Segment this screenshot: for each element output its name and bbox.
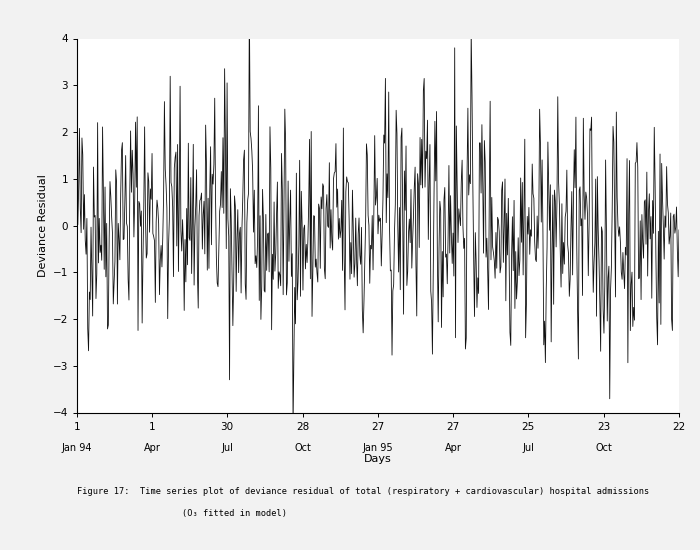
Text: Jul: Jul [522, 443, 534, 453]
Text: Figure 17:  Time series plot of deviance residual of total (respiratory + cardio: Figure 17: Time series plot of deviance … [77, 487, 650, 496]
Text: Jan 94: Jan 94 [62, 443, 92, 453]
Text: Apr: Apr [144, 443, 160, 453]
Text: (O₃ fitted in model): (O₃ fitted in model) [77, 509, 287, 518]
Y-axis label: Deviance Residual: Deviance Residual [38, 174, 48, 277]
Text: Oct: Oct [295, 443, 312, 453]
Text: Oct: Oct [596, 443, 612, 453]
Text: Days: Days [364, 454, 392, 464]
Text: Jul: Jul [221, 443, 233, 453]
Text: Jan 95: Jan 95 [363, 443, 393, 453]
Text: Apr: Apr [444, 443, 461, 453]
